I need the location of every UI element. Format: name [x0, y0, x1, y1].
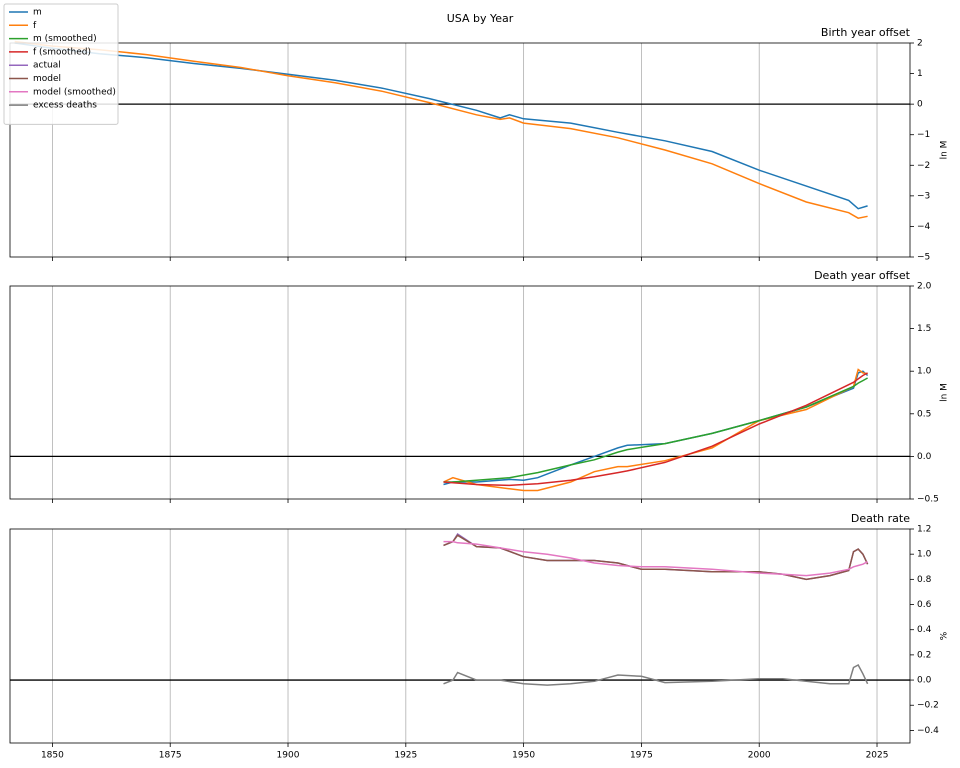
- x-tick-label: 1975: [630, 751, 653, 761]
- y-tick-label: 2.0: [917, 282, 932, 292]
- series-line: [443, 534, 869, 581]
- y-tick-label: −5: [917, 253, 930, 263]
- y-tick-label: 0.4: [917, 625, 932, 635]
- panel-title: Birth year offset: [821, 26, 911, 39]
- series-line: [443, 368, 868, 492]
- y-tick-label: 1.5: [917, 324, 931, 334]
- y-tick-label: 0.0: [917, 676, 932, 686]
- y-tick-label: −0.5: [917, 495, 939, 505]
- y-tick-label: 1.0: [917, 550, 932, 560]
- series-line: [443, 372, 868, 487]
- series-line: [443, 532, 869, 581]
- y-axis-label: ln M: [940, 141, 950, 160]
- y-tick-label: −2: [917, 161, 930, 171]
- y-axis-label: %: [940, 631, 950, 640]
- series-line: [14, 42, 868, 210]
- legend-label: model (smoothed): [33, 87, 116, 97]
- y-tick-label: −0.2: [917, 701, 939, 711]
- series-line: [443, 370, 869, 486]
- series-line: [443, 663, 869, 686]
- series-line: [443, 377, 868, 483]
- y-tick-label: −4: [917, 222, 931, 232]
- x-tick-label: 2025: [866, 751, 889, 761]
- y-tick-label: 1.2: [917, 525, 931, 535]
- legend-label: actual: [33, 61, 61, 71]
- legend-label: f: [33, 21, 37, 31]
- x-tick-label: 2000: [748, 751, 771, 761]
- panel-title: Death year offset: [814, 269, 911, 282]
- x-tick-label: 1850: [41, 751, 64, 761]
- plot-frame: [9, 42, 911, 258]
- x-tick-label: 1875: [159, 751, 182, 761]
- y-tick-label: −3: [917, 191, 930, 201]
- x-tick-label: 1950: [512, 751, 535, 761]
- plot-frame: [9, 528, 911, 744]
- legend-label: excess deaths: [33, 101, 97, 111]
- y-tick-label: 1.0: [917, 367, 932, 377]
- y-tick-label: 0.2: [917, 650, 931, 660]
- legend-label: model: [33, 74, 61, 84]
- series-line: [443, 540, 868, 577]
- y-tick-label: 1: [917, 69, 923, 79]
- y-tick-label: 0: [917, 100, 923, 110]
- y-tick-label: −1: [917, 130, 930, 140]
- series-line: [14, 40, 868, 219]
- panel-title: Death rate: [851, 512, 910, 525]
- legend-label: f (smoothed): [33, 47, 91, 57]
- legend-label: m (smoothed): [33, 34, 97, 44]
- x-tick-label: 1900: [277, 751, 300, 761]
- legend-label: m: [33, 8, 42, 18]
- y-tick-label: 2: [917, 39, 923, 49]
- legend: mf m (smoothed) f (smoothed) actual model mod…: [3, 3, 119, 125]
- y-axis-label: ln M: [940, 383, 950, 402]
- y-tick-label: −0.4: [917, 726, 939, 736]
- legend-box: [3, 3, 119, 125]
- figure-title: USA by Year: [447, 12, 514, 25]
- plot-frame: [9, 285, 911, 500]
- y-tick-label: 0.8: [917, 575, 932, 585]
- y-tick-label: 0.6: [917, 600, 932, 610]
- y-tick-label: 0.0: [917, 452, 932, 462]
- x-tick-label: 1925: [394, 751, 417, 761]
- y-tick-label: 0.5: [917, 409, 931, 419]
